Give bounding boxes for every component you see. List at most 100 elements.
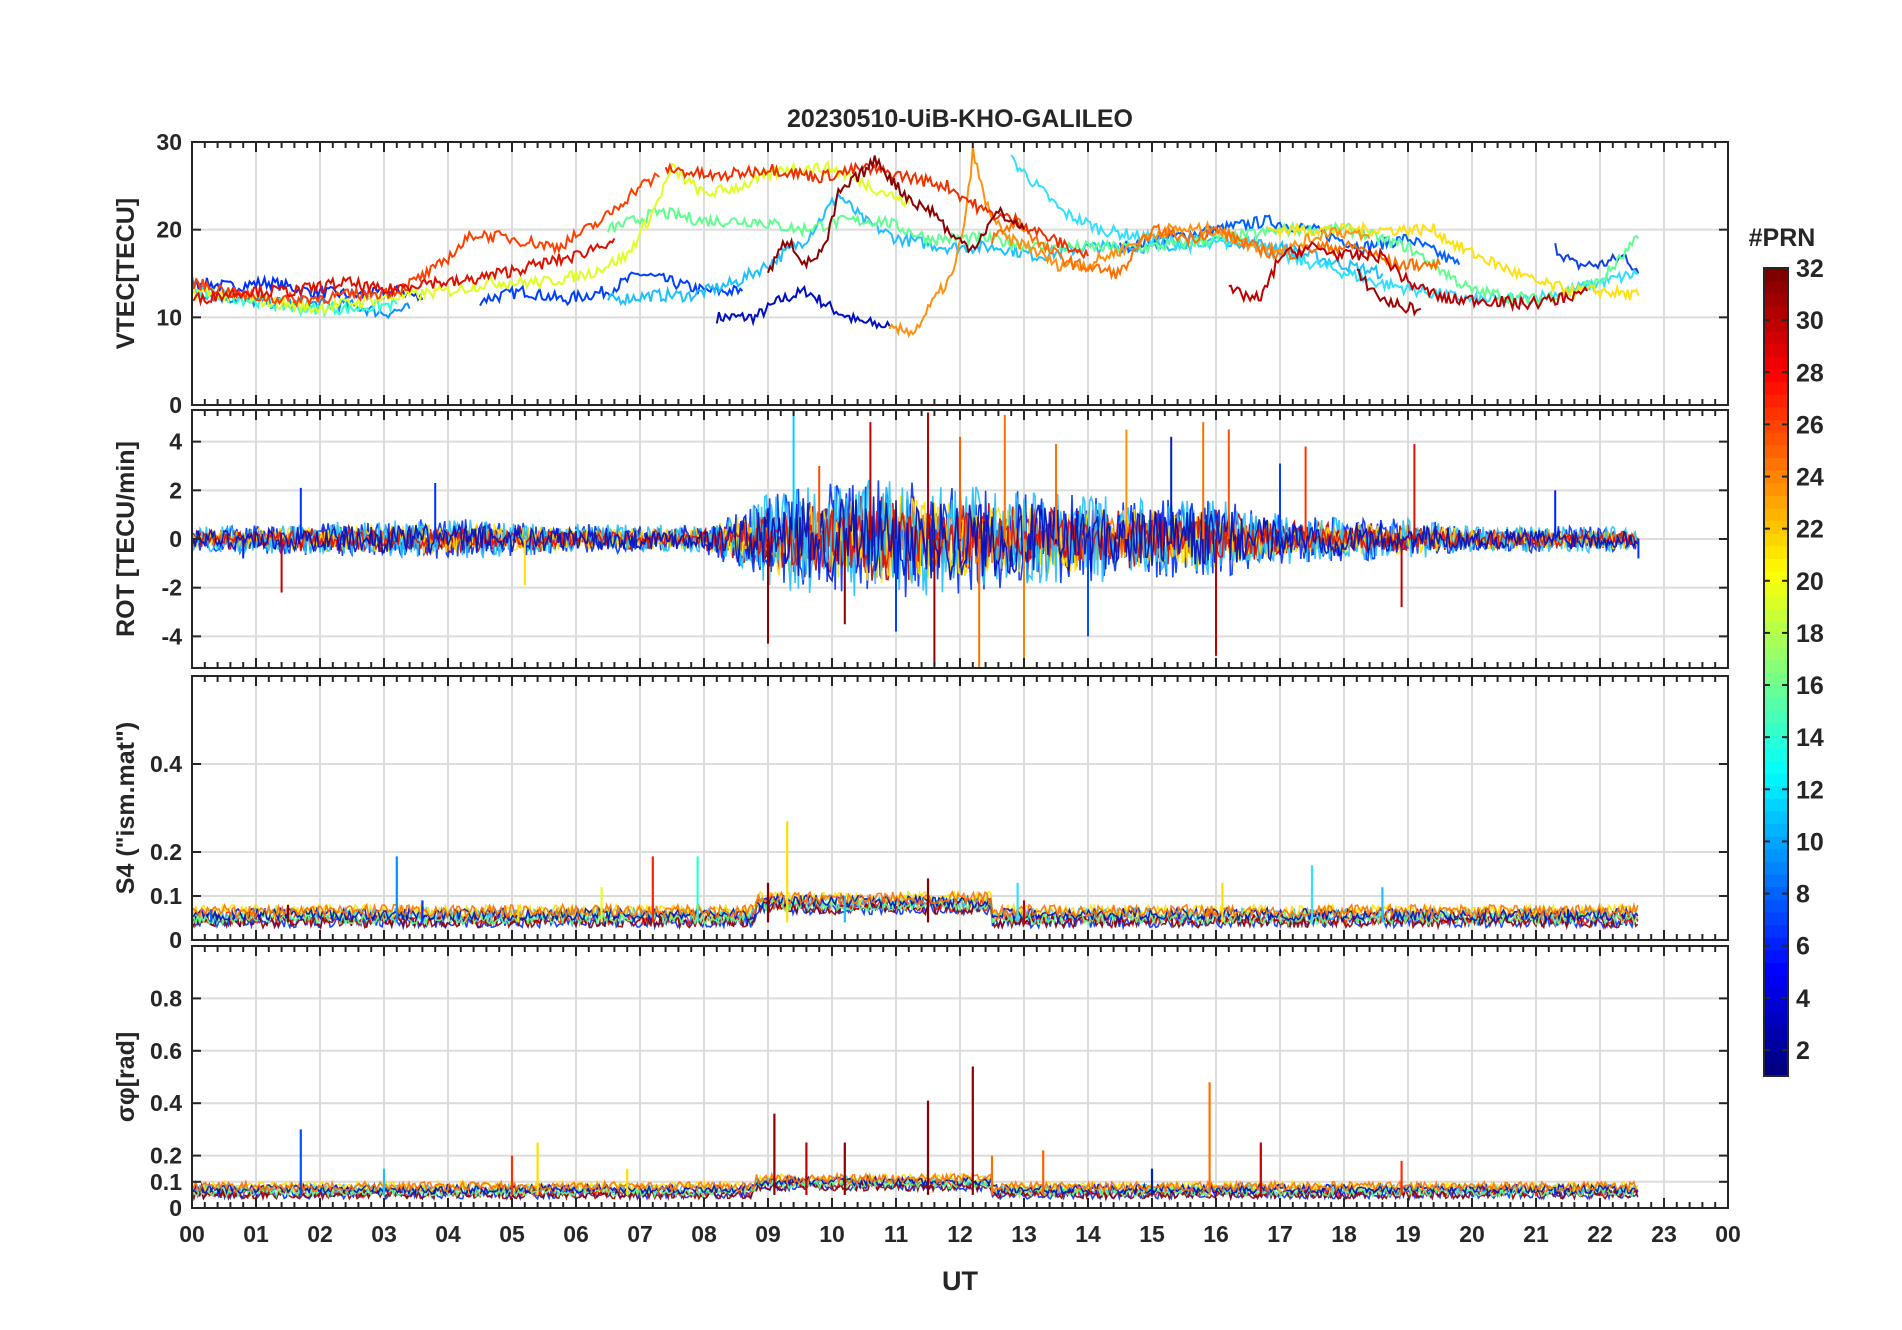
y-tick-label: 20 — [156, 217, 182, 243]
colorbar-segment — [1764, 1038, 1788, 1052]
colorbar-segment — [1764, 444, 1788, 458]
colorbar-segment — [1764, 596, 1788, 610]
colorbar-tick-label: 6 — [1796, 933, 1810, 961]
colorbar-segment — [1764, 785, 1788, 799]
y-tick-label: 10 — [156, 304, 182, 330]
y-axis-label: ROT [TECU/min] — [112, 441, 140, 637]
index-noise-trace — [192, 900, 1639, 931]
index-noise-trace — [192, 890, 1639, 921]
colorbar-segment — [1764, 634, 1788, 648]
x-tick-label: 03 — [371, 1221, 397, 1247]
colorbar-segment — [1764, 394, 1788, 408]
y-tick-label: 2 — [169, 477, 182, 503]
colorbar-segment — [1764, 987, 1788, 1001]
x-tick-label: 17 — [1267, 1221, 1293, 1247]
colorbar-segment — [1764, 406, 1788, 421]
x-tick-label: 00 — [1715, 1221, 1741, 1247]
x-tick-label: 09 — [755, 1221, 781, 1247]
colorbar-segment — [1764, 482, 1788, 496]
colorbar-segment — [1764, 646, 1788, 660]
colorbar-segment — [1764, 1000, 1788, 1014]
series-line-prn-31 — [1356, 268, 1422, 317]
y-tick-label: 0.1 — [150, 1169, 182, 1195]
colorbar-segment — [1764, 369, 1788, 383]
panel-data — [192, 1066, 1639, 1202]
colorbar-tick-label: 10 — [1796, 828, 1824, 856]
x-tick-label: 05 — [499, 1221, 525, 1247]
colorbar-segment — [1764, 331, 1788, 345]
colorbar-tick-label: 4 — [1796, 985, 1810, 1013]
x-tick-label: 19 — [1395, 1221, 1421, 1247]
series-line-prn-15 — [607, 206, 1640, 308]
colorbar-segment — [1764, 773, 1788, 787]
index-noise-trace — [192, 888, 1639, 921]
x-tick-label: 01 — [243, 1221, 269, 1247]
y-tick-label: 0.8 — [150, 985, 182, 1011]
x-tick-label: 20 — [1459, 1221, 1485, 1247]
colorbar-segment — [1764, 684, 1788, 698]
x-tick-label: 18 — [1331, 1221, 1357, 1247]
y-tick-label: 0 — [169, 927, 182, 953]
x-tick-label: 21 — [1523, 1221, 1549, 1247]
colorbar-segment — [1764, 949, 1788, 963]
colorbar-tick-label: 2 — [1796, 1037, 1810, 1065]
index-noise-trace — [192, 1176, 1639, 1200]
colorbar-segment — [1764, 735, 1788, 749]
series-line-prn-28 — [192, 237, 616, 307]
colorbar-segment — [1764, 911, 1788, 926]
y-tick-label: 0.2 — [150, 839, 182, 865]
colorbar-segment — [1764, 823, 1788, 837]
colorbar-segment — [1764, 924, 1788, 938]
colorbar-segment — [1764, 419, 1788, 433]
index-noise-trace — [192, 1174, 1639, 1197]
colorbar-segment — [1764, 318, 1788, 332]
colorbar-frame — [1763, 267, 1789, 1077]
y-tick-label: 0.4 — [150, 1090, 182, 1116]
y-tick-label: 0.1 — [150, 883, 182, 909]
colorbar-segment — [1764, 495, 1788, 509]
x-tick-label: 14 — [1075, 1221, 1101, 1247]
y-tick-label: -4 — [162, 623, 183, 649]
y-tick-label: -2 — [162, 575, 182, 601]
colorbar-segment — [1764, 305, 1788, 320]
series-line-prn-32 — [767, 155, 1025, 274]
colorbar-segment — [1764, 470, 1788, 484]
colorbar-segment — [1764, 810, 1788, 825]
y-tick-label: 30 — [156, 129, 182, 155]
colorbar-segment — [1764, 709, 1788, 724]
colorbar-segment — [1764, 571, 1788, 585]
colorbar-segment — [1764, 962, 1788, 976]
colorbar-segment — [1764, 507, 1788, 522]
colorbar-tick-label: 30 — [1796, 307, 1824, 335]
colorbar-segment — [1764, 722, 1788, 736]
y-axis-label: σφ[rad] — [112, 1032, 140, 1123]
colorbar-segment — [1764, 558, 1788, 572]
chart-title: 20230510-UiB-KHO-GALILEO — [787, 105, 1133, 133]
y-axis-label: S4 ("ism.mat") — [112, 722, 140, 894]
y-tick-label: 0 — [169, 392, 182, 418]
colorbar-segment — [1764, 621, 1788, 635]
colorbar-segment — [1764, 798, 1788, 812]
y-tick-label: 0 — [169, 1195, 182, 1221]
colorbar-tick-label: 26 — [1796, 411, 1824, 439]
colorbar-segment — [1764, 343, 1788, 357]
x-tick-label: 15 — [1139, 1221, 1165, 1247]
colorbar-segment — [1764, 886, 1788, 900]
x-tick-label: 22 — [1587, 1221, 1613, 1247]
x-tick-label: 16 — [1203, 1221, 1229, 1247]
y-tick-label: 0.2 — [150, 1143, 182, 1169]
series-line-prn-6 — [1554, 243, 1640, 274]
y-axis-label: VTEC[TECU] — [112, 198, 140, 349]
colorbar-tick-label: 18 — [1796, 620, 1824, 648]
colorbar-segment — [1764, 457, 1788, 471]
colorbar-segment — [1764, 937, 1788, 951]
series-line-prn-25 — [991, 217, 1441, 281]
colorbar-tick-label: 16 — [1796, 672, 1824, 700]
x-axis-label: UT — [942, 1266, 978, 1296]
colorbar-tick-label: 12 — [1796, 776, 1824, 804]
panel-1: 0 10 20 30 VTEC[TECU] — [112, 129, 1729, 418]
colorbar-segment — [1764, 533, 1788, 547]
